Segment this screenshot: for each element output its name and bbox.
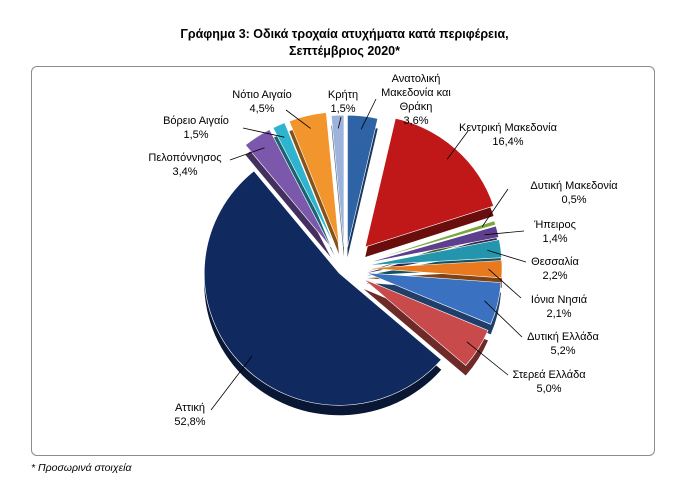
- slice-value-κεντρική-μακεδονία: 16,4%: [492, 136, 523, 148]
- pie-slice-κρήτη: [330, 114, 345, 248]
- slice-label-πελοπόννησος: Πελοπόννησος 3,4%: [148, 152, 221, 178]
- chart-title-line-1: Γράφημα 3: Οδικά τροχαία ατυχήματα κατά …: [180, 27, 509, 41]
- leader-line-θεσσαλία: [487, 249, 527, 263]
- slice-name-στερεά-ελλάδα: Στερεά Ελλάδα: [512, 369, 586, 381]
- slice-name-κρήτη: Κρήτη: [328, 89, 358, 101]
- slice-value-δυτική-ελλάδα: 5,2%: [550, 345, 575, 357]
- pie-slice-αττική: [204, 170, 442, 406]
- slice-name-δυτική-ελλάδα: Δυτική Ελλάδα: [527, 331, 599, 343]
- slice-value-νότιο-αιγαίο: 4,5%: [249, 103, 274, 115]
- pie-slice-δυτική-ελλάδα: [366, 272, 502, 325]
- leader-line-νότιο-αιγαίο: [285, 109, 311, 129]
- pie-slice-ανατολική-μακεδονία-και-θράκη: [347, 114, 379, 248]
- slice-value-ήπειρος: 1,4%: [542, 233, 567, 245]
- pie-top-layer: [204, 112, 503, 406]
- leader-line-κρήτη: [337, 116, 342, 129]
- leader-line-ανατολική-μακεδονία-και-θράκη: [360, 98, 377, 130]
- pie-slice-ιόνια-νησιά: [366, 260, 503, 279]
- slice-value-κρήτη: 1,5%: [330, 103, 355, 115]
- slice-name-ήπειρος: Ήπειρος: [533, 219, 576, 231]
- slice-name-ανατολική-μακεδονία-και-θράκη: Ανατολική: [392, 73, 441, 85]
- leader-line-ιόνια-νησιά: [488, 268, 522, 299]
- slice-label-θεσσαλία: Θεσσαλία 2,2%: [531, 256, 579, 282]
- chart-title-line-2: Σεπτέμβριος 2020*: [289, 44, 400, 58]
- slice-label-ανατολική-μακεδονία-και-θράκη: Ανατολική Μακεδονία και Θράκη 3,6%: [381, 73, 451, 127]
- pie-slice-δυτική-μακεδονία: [365, 220, 496, 263]
- slice-name-κεντρική-μακεδονία: Κεντρική Μακεδονία: [459, 122, 558, 134]
- slice-label-δυτική-ελλάδα: Δυτική Ελλάδα 5,2%: [527, 331, 599, 357]
- slice-value-θεσσαλία: 2,2%: [542, 270, 567, 282]
- slice-label-βόρειο-αιγαίο: Βόρειο Αιγαίο 1,5%: [163, 115, 229, 141]
- slice-value-ανατολική-μακεδονία-και-θράκη: 3,6%: [403, 115, 428, 127]
- pie-slice-κεντρική-μακεδονία: [364, 117, 494, 248]
- slice-label-ιόνια-νησιά: Ιόνια Νησιά 2,1%: [531, 294, 588, 320]
- leader-line-πελοπόννησος: [229, 147, 265, 161]
- slice-value-αττική: 52,8%: [174, 416, 205, 428]
- leader-line-δυτική-ελλάδα: [484, 300, 523, 338]
- slice-label-δυτική-μακεδονία: Δυτική Μακεδονία 0,5%: [530, 180, 618, 206]
- slice-name-δυτική-μακεδονία: Δυτική Μακεδονία: [530, 180, 618, 192]
- leader-line-ήπειρος: [484, 230, 525, 236]
- leader-line-δυτική-μακεδονία: [481, 188, 509, 227]
- leader-line-βόρειο-αιγαίο: [242, 127, 285, 138]
- pie-slice-θεσσαλία: [366, 239, 502, 266]
- pie-slice-βόρειο-αιγαίο: [272, 122, 335, 246]
- slice-label-αττική: Αττική 52,8%: [174, 402, 205, 428]
- pie-slice-στερεά-ελλάδα: [363, 278, 489, 366]
- slice-name-ανατολική-μακεδονία-και-θράκη: Μακεδονία και: [381, 87, 451, 99]
- pie-slice-ήπειρος: [366, 225, 500, 264]
- pie-label-layer: Ανατολική Μακεδονία και Θράκη 3,6% Κεντρική …: [148, 73, 618, 428]
- slice-label-ήπειρος: Ήπειρος 1,4%: [533, 219, 576, 245]
- slice-value-δυτική-μακεδονία: 0,5%: [561, 194, 586, 206]
- leader-line-κεντρική-μακεδονία: [446, 130, 469, 160]
- footnote: * Προσωρινά στοιχεία: [31, 462, 132, 474]
- pie-slice-πελοπόννησος: [245, 129, 332, 248]
- pie-slice-νότιο-αιγαίο: [288, 112, 340, 245]
- leader-line-αττική: [210, 355, 253, 411]
- slice-name-ανατολική-μακεδονία-και-θράκη: Θράκη: [400, 101, 433, 113]
- leader-line-στερεά-ελλάδα: [466, 341, 509, 376]
- slice-value-πελοπόννησος: 3,4%: [172, 166, 197, 178]
- slice-name-πελοπόννησος: Πελοπόννησος: [148, 152, 221, 164]
- chart-title: Γράφημα 3: Οδικά τροχαία ατυχήματα κατά …: [0, 26, 689, 60]
- slice-name-ιόνια-νησιά: Ιόνια Νησιά: [531, 294, 588, 306]
- slice-name-αττική: Αττική: [175, 402, 205, 414]
- slice-label-κεντρική-μακεδονία: Κεντρική Μακεδονία 16,4%: [459, 122, 558, 148]
- slice-value-στερεά-ελλάδα: 5,0%: [536, 383, 561, 395]
- slice-value-ιόνια-νησιά: 2,1%: [546, 308, 571, 320]
- slice-value-βόρειο-αιγαίο: 1,5%: [183, 129, 208, 141]
- slice-label-κρήτη: Κρήτη 1,5%: [328, 89, 358, 115]
- slice-name-θεσσαλία: Θεσσαλία: [531, 256, 579, 268]
- slice-label-νότιο-αιγαίο: Νότιο Αιγαίο 4,5%: [232, 89, 291, 115]
- slice-name-βόρειο-αιγαίο: Βόρειο Αιγαίο: [163, 115, 229, 127]
- slice-name-νότιο-αιγαίο: Νότιο Αιγαίο: [232, 89, 291, 101]
- slice-label-στερεά-ελλάδα: Στερεά Ελλάδα 5,0%: [512, 369, 586, 395]
